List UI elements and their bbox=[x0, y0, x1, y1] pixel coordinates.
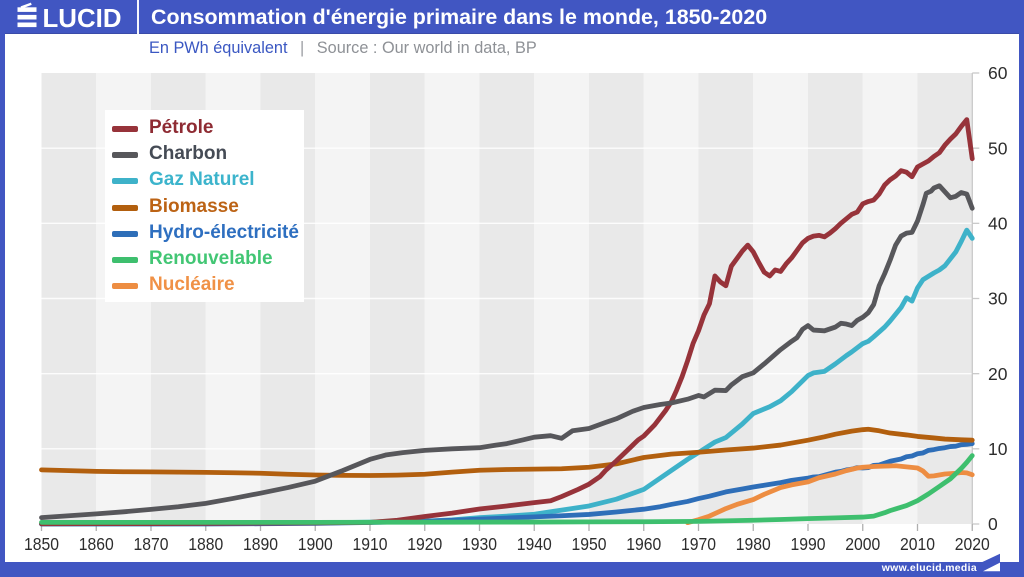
svg-text:30: 30 bbox=[988, 289, 1008, 309]
svg-text:1920: 1920 bbox=[407, 534, 442, 554]
svg-text:20: 20 bbox=[988, 364, 1008, 384]
svg-text:1970: 1970 bbox=[681, 534, 716, 554]
svg-text:2000: 2000 bbox=[845, 534, 880, 554]
svg-text:1980: 1980 bbox=[736, 534, 771, 554]
svg-text:2010: 2010 bbox=[900, 534, 935, 554]
svg-text:1950: 1950 bbox=[572, 534, 607, 554]
svg-text:50: 50 bbox=[988, 138, 1008, 158]
svg-text:1900: 1900 bbox=[298, 534, 333, 554]
svg-text:10: 10 bbox=[988, 439, 1008, 459]
svg-text:0: 0 bbox=[988, 514, 998, 534]
svg-text:1860: 1860 bbox=[79, 534, 114, 554]
svg-text:1870: 1870 bbox=[134, 534, 169, 554]
svg-text:1960: 1960 bbox=[626, 534, 661, 554]
svg-text:1850: 1850 bbox=[24, 534, 59, 554]
svg-text:1990: 1990 bbox=[791, 534, 826, 554]
svg-text:1910: 1910 bbox=[353, 534, 388, 554]
svg-text:1930: 1930 bbox=[462, 534, 497, 554]
svg-text:1880: 1880 bbox=[188, 534, 223, 554]
svg-text:LUCID: LUCID bbox=[43, 5, 122, 33]
svg-text:40: 40 bbox=[988, 214, 1008, 234]
svg-text:2020: 2020 bbox=[955, 534, 990, 554]
svg-text:60: 60 bbox=[988, 63, 1008, 83]
svg-text:1890: 1890 bbox=[243, 534, 278, 554]
svg-text:1940: 1940 bbox=[517, 534, 552, 554]
